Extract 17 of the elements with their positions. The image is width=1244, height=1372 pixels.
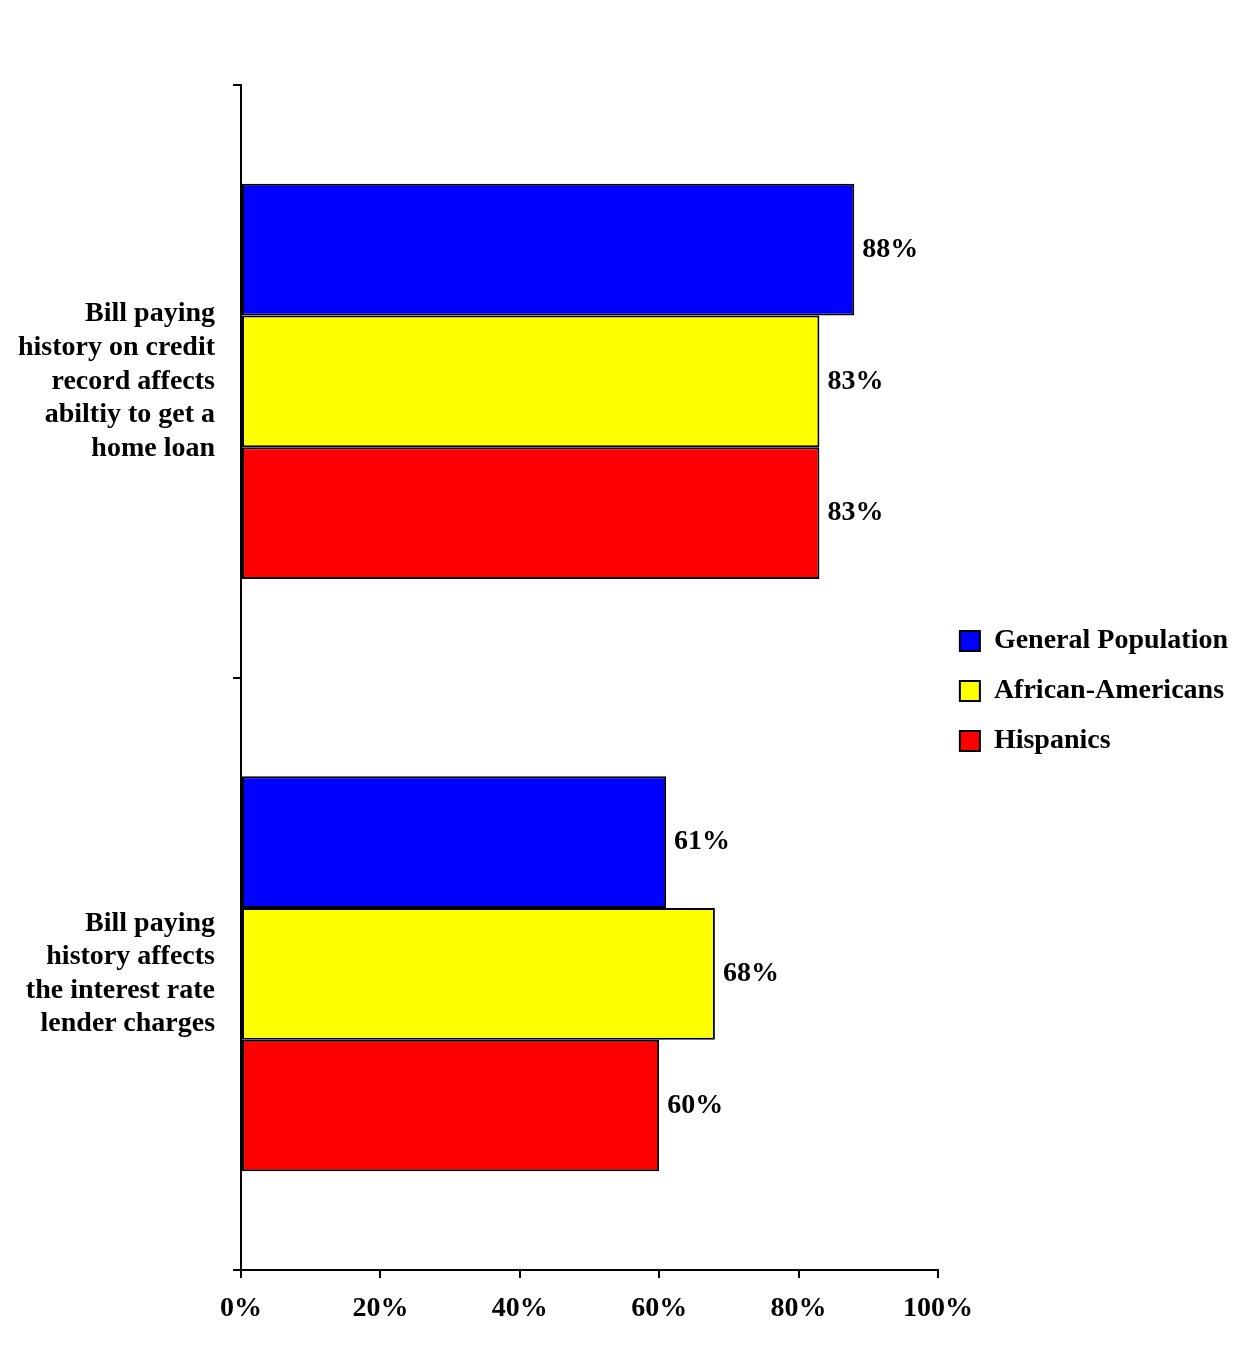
y-tick-label: Bill paying history on credit record affects abiltiy to get a home loan — [17, 296, 216, 462]
x-tick-label: 0% — [220, 1291, 263, 1323]
legend-label: General Population — [993, 623, 1229, 655]
legend-label: African-Americans — [993, 673, 1225, 705]
data-label: 68% — [722, 956, 779, 988]
data-label: 61% — [674, 824, 731, 856]
x-tick-label: 80% — [770, 1291, 827, 1323]
y-tick-label: Bill paying history affects the interest rate lender charges — [25, 905, 216, 1038]
data-label: 88% — [862, 231, 919, 263]
data-label: 60% — [667, 1087, 724, 1119]
data-label: 83% — [827, 495, 884, 527]
x-tick-label: 40% — [491, 1291, 548, 1323]
x-tick-label: 100% — [902, 1291, 973, 1323]
data-label: 83% — [827, 363, 884, 395]
legend-label: Hispanics — [993, 723, 1111, 755]
x-tick-label: 60% — [631, 1291, 688, 1323]
x-tick-label: 20% — [352, 1291, 409, 1323]
